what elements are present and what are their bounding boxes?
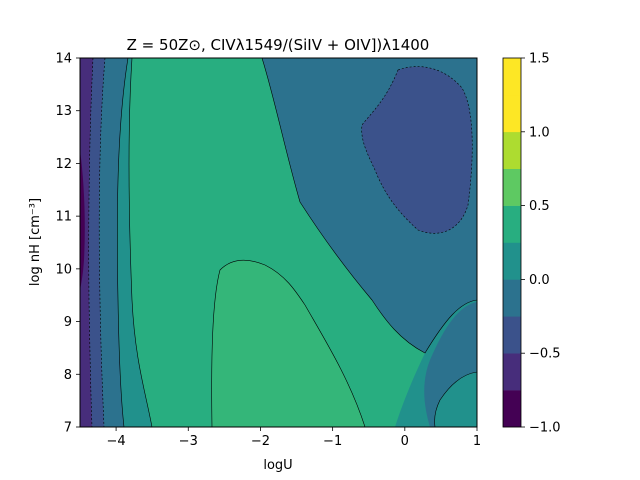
y-tick-label: 9 bbox=[64, 315, 72, 330]
colorbar-segment bbox=[503, 353, 521, 391]
x-tick-label: 0 bbox=[401, 434, 409, 449]
plot-area bbox=[79, 57, 478, 428]
colorbar-segment bbox=[503, 131, 521, 169]
x-tick-label: 1 bbox=[473, 434, 481, 449]
x-tick-label: −4 bbox=[107, 434, 126, 449]
x-tick-label: −2 bbox=[251, 434, 270, 449]
colorbar-segment bbox=[503, 279, 521, 317]
contour-fill-right-bottom-inner bbox=[434, 372, 477, 427]
colorbar-tick-label: 1.5 bbox=[529, 52, 550, 67]
colorbar-segment bbox=[503, 94, 521, 133]
colorbar-segment bbox=[503, 168, 521, 206]
colorbar-tick-label: 0.5 bbox=[529, 199, 550, 214]
x-tick-label: −3 bbox=[179, 434, 198, 449]
y-tick-label: 10 bbox=[55, 262, 72, 277]
colorbar-segment bbox=[503, 316, 521, 354]
contour-fill-central bbox=[129, 58, 425, 427]
x-axis-ticks: −4 −3 −2 −1 0 1 bbox=[107, 427, 481, 449]
contour-fills bbox=[80, 58, 477, 427]
colorbar-segment bbox=[503, 58, 521, 96]
x-tick-label: −1 bbox=[323, 434, 342, 449]
y-tick-label: 11 bbox=[55, 210, 72, 225]
colorbar-frame bbox=[502, 57, 522, 428]
contour-fill-plateau bbox=[211, 260, 365, 427]
contour-line-1 bbox=[117, 58, 129, 427]
plot-frame bbox=[79, 57, 478, 428]
y-tick-label: 12 bbox=[55, 157, 72, 172]
y-tick-label: 14 bbox=[55, 52, 72, 67]
colorbar-tick-label: 0.0 bbox=[529, 273, 550, 288]
colorbar: −1.0 −0.5 0.0 0.5 1.0 1.5 bbox=[502, 52, 561, 436]
contour-line-8 bbox=[434, 371, 477, 427]
contour-lines bbox=[88, 58, 477, 427]
colorbar-segment bbox=[503, 390, 521, 428]
colorbar-tick-label: −1.0 bbox=[529, 421, 561, 436]
y-tick-label: 8 bbox=[64, 368, 72, 383]
contour-fill-left-4 bbox=[80, 150, 85, 290]
y-axis-label: log nH [cm⁻³] bbox=[28, 198, 43, 286]
y-axis-ticks: 7 8 9 10 11 12 13 14 bbox=[55, 52, 80, 436]
y-tick-label: 13 bbox=[55, 104, 72, 119]
contour-fill-upper-island bbox=[361, 66, 473, 234]
contour-line-4 bbox=[128, 58, 153, 427]
colorbar-tick-label: 1.0 bbox=[529, 125, 550, 140]
contour-line-5 bbox=[261, 58, 477, 354]
chart-title: Z = 50Z⊙, CIVλ1549/(SiIV + OIV])λ1400 bbox=[127, 36, 430, 54]
y-tick-label: 7 bbox=[64, 421, 72, 436]
colorbar-segment bbox=[503, 205, 521, 243]
colorbar-tick-label: −0.5 bbox=[529, 347, 561, 362]
x-axis-label: logU bbox=[263, 458, 292, 473]
colorbar-segment bbox=[503, 242, 521, 280]
contour-line-6 bbox=[211, 260, 366, 427]
